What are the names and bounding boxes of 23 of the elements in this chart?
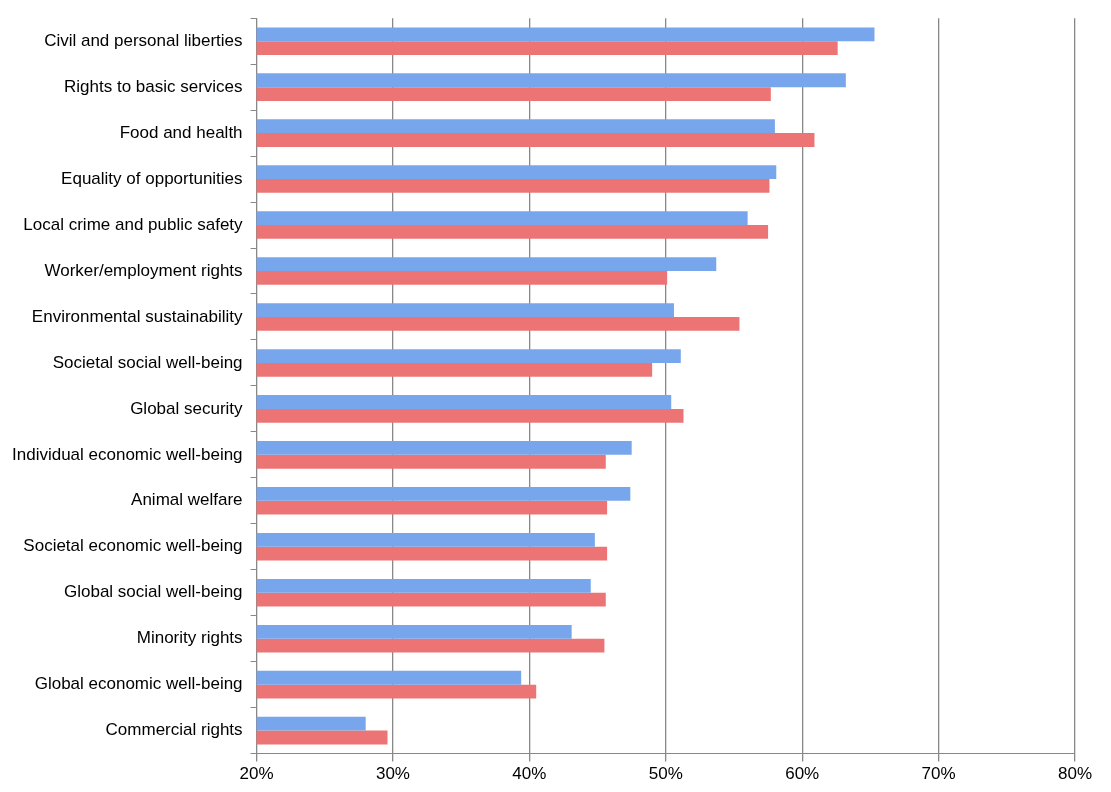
x-tick-label: 50% — [648, 764, 683, 784]
y-tick-label: Equality of opportunities — [61, 168, 243, 188]
x-tick-label: 70% — [921, 764, 956, 784]
x-tick-label: 40% — [512, 764, 547, 784]
y-tick-label: Local crime and public safety — [23, 214, 244, 234]
y-tick-label: Global social well-being — [63, 582, 243, 602]
x-tick-label: 80% — [1057, 764, 1093, 784]
y-tick-label: Worker/employment rights — [44, 260, 243, 280]
y-tick-label: Societal economic well-being — [23, 536, 243, 556]
y-tick-label: Individual economic well-being — [11, 444, 243, 464]
y-tick-label: Civil and personal liberties — [44, 30, 243, 50]
y-tick-label: Food and health — [119, 122, 243, 142]
x-tick-label: 60% — [785, 764, 820, 784]
y-tick-label: Global security — [130, 398, 244, 418]
y-tick-label: Societal social well-being — [52, 352, 243, 372]
y-tick-label: Global economic well-being — [34, 674, 243, 694]
x-tick-label: 30% — [375, 764, 410, 784]
x-tick-label: 20% — [239, 764, 274, 784]
y-tick-label: Commercial rights — [105, 720, 243, 740]
y-tick-label: Animal welfare — [131, 490, 243, 510]
y-tick-label: Environmental sustainability — [31, 306, 244, 326]
y-tick-label: Rights to basic services — [63, 76, 243, 96]
y-tick-label: Minority rights — [136, 628, 243, 648]
